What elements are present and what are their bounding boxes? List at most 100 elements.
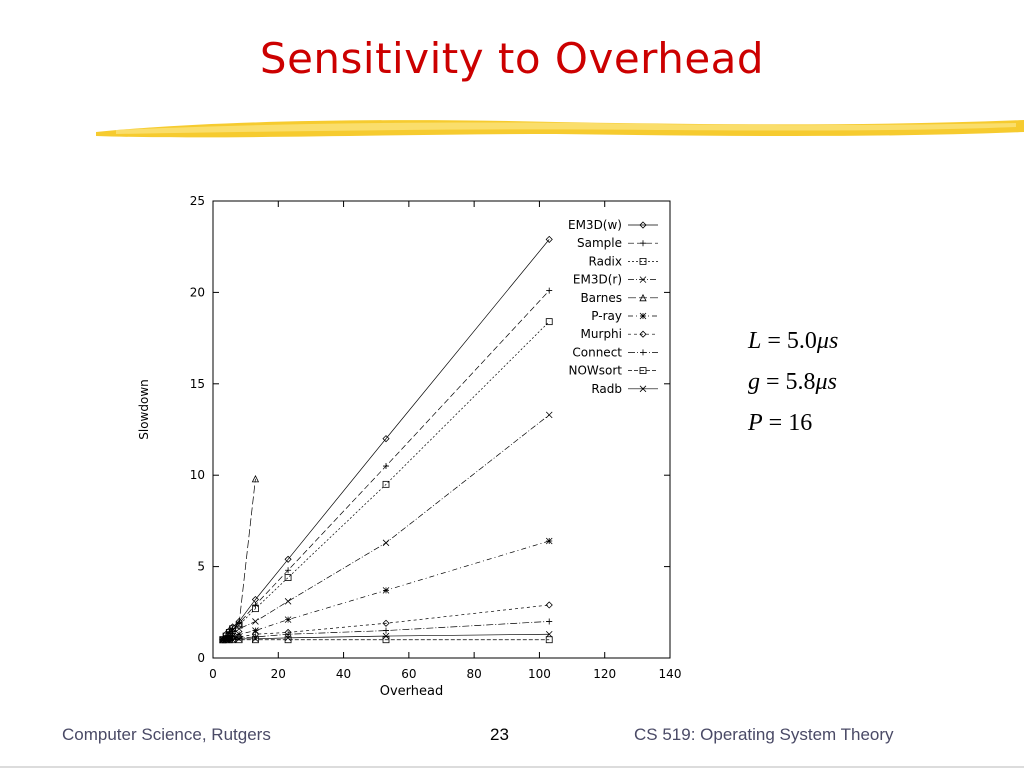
footer-course: CS 519: Operating System Theory (634, 725, 894, 744)
data-point (252, 605, 259, 613)
legend-swatch-marker (640, 240, 646, 247)
legend-swatch-marker (639, 385, 647, 393)
data-point (382, 435, 390, 443)
series-em3d-r- (219, 411, 553, 644)
data-point (235, 619, 243, 627)
legend-label: EM3D(r) (573, 273, 622, 287)
data-point (285, 631, 292, 638)
data-point (546, 618, 553, 625)
data-point (284, 598, 292, 605)
legend-swatch-marker (639, 330, 647, 338)
legend-label: Radix (589, 254, 622, 268)
legend-swatch-marker (639, 312, 647, 320)
data-point (284, 574, 292, 581)
legend-swatch-marker (639, 258, 647, 265)
x-tick-label: 40 (336, 667, 351, 681)
legend-swatch-marker (640, 349, 646, 356)
data-point (382, 632, 390, 640)
slowdown-chart: 0 20 40 60 80 100 120 140 0 5 10 15 20 25 Overhead Slow… (137, 194, 682, 699)
y-tick-label: 5 (197, 560, 205, 574)
legend-label: Connect (572, 345, 622, 359)
data-point (382, 480, 390, 488)
data-point (229, 625, 236, 633)
legend-swatch-marker (639, 276, 647, 283)
legend-label: EM3D(w) (568, 218, 622, 232)
parameters-block: L = 5.0μs g = 5.8μs P = 16 (748, 328, 838, 451)
data-point (222, 636, 230, 644)
x-tick-label: 100 (528, 667, 551, 681)
legend-label: Murphi (581, 327, 622, 341)
data-point (285, 567, 292, 574)
x-tick-label: 80 (467, 667, 482, 681)
data-point (252, 627, 259, 634)
x-tick-label: 0 (209, 667, 217, 681)
data-point (226, 636, 233, 644)
x-tick-label: 60 (401, 667, 416, 681)
legend-item: EM3D(w) (568, 218, 658, 232)
legend-item: Connect (572, 345, 658, 359)
legend-swatch-marker (639, 293, 647, 302)
data-point (545, 537, 553, 545)
data-point (545, 630, 553, 638)
y-tick-label: 20 (190, 285, 205, 299)
x-axis-label: Overhead (380, 684, 444, 699)
legend-label: Radb (591, 382, 622, 396)
x-tick-label: 20 (271, 667, 286, 681)
y-tick-label: 15 (190, 377, 205, 391)
data-point (252, 635, 259, 643)
legend-item: Radix (589, 254, 658, 268)
x-tick-label: 140 (659, 667, 682, 681)
data-point (382, 539, 390, 547)
data-point (284, 555, 292, 563)
data-point (383, 627, 390, 634)
legend-item: P-ray (591, 309, 658, 323)
series-line (222, 321, 550, 640)
footer-institution: Computer Science, Rutgers (62, 725, 271, 744)
legend-label: P-ray (591, 309, 622, 323)
data-point (545, 636, 553, 644)
legend-item: Sample (577, 236, 658, 250)
data-point (545, 601, 553, 609)
legend-item: Murphi (581, 327, 658, 341)
chart-series (219, 235, 553, 644)
plot-frame (212, 200, 671, 659)
data-point (252, 618, 259, 625)
series-em3d-w- (219, 235, 553, 644)
decorative-brush-stroke (96, 120, 1024, 138)
series-barnes (219, 474, 260, 644)
param-processors: P = 16 (748, 410, 813, 436)
data-point (284, 634, 292, 642)
series-radix (219, 318, 553, 644)
y-tick-label: 0 (197, 651, 205, 665)
data-point (219, 636, 227, 644)
data-point (251, 474, 260, 483)
legend-item: Radb (591, 382, 658, 396)
x-tick-label: 120 (593, 667, 616, 681)
data-point (235, 635, 243, 643)
data-point (545, 318, 553, 326)
legend-swatch-marker (639, 367, 647, 375)
series-connect (219, 618, 553, 643)
data-point (382, 587, 390, 594)
data-point (235, 636, 243, 644)
data-point (545, 411, 553, 419)
slide-title: Sensitivity to Overhead (259, 34, 765, 83)
chart-legend: EM3D(w) Sample Radix EM3D(r) Barnes P-ray Murp… (568, 218, 658, 396)
legend-label: NOWsort (568, 364, 622, 378)
data-point (382, 619, 390, 627)
data-point (236, 634, 243, 641)
data-point (229, 636, 236, 644)
data-point (545, 235, 553, 243)
series-line (222, 239, 550, 640)
series-nowsort (219, 636, 553, 644)
data-point (252, 636, 259, 644)
data-point (284, 636, 292, 644)
y-tick-label: 10 (190, 468, 205, 482)
footer-divider (0, 766, 1024, 768)
data-point (252, 601, 259, 608)
data-point (383, 463, 390, 470)
page-number: 23 (490, 725, 509, 744)
data-point (382, 636, 390, 644)
legend-item: EM3D(r) (573, 273, 658, 287)
data-point (284, 616, 292, 623)
